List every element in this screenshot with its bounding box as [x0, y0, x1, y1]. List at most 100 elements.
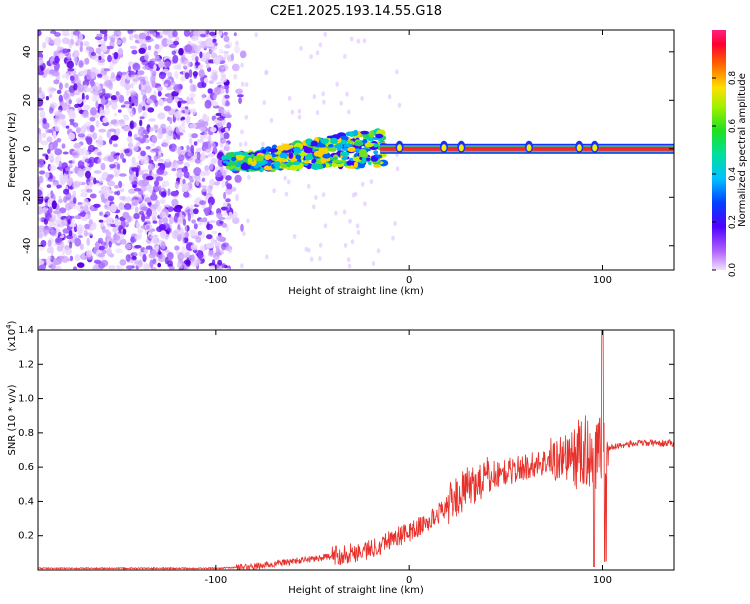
heatmap-noise-cell: [157, 262, 162, 268]
heatmap-signal-cell: [240, 152, 251, 156]
heatmap-noise-cell: [156, 168, 165, 175]
heatmap-noise-cell: [124, 83, 131, 90]
heatmap-noise-cell: [199, 126, 206, 132]
heatmap-noise-cell: [292, 234, 297, 239]
heatmap-noise-cell: [220, 137, 226, 144]
heatmap-noise-cell: [318, 256, 322, 262]
heatmap-noise-cell: [160, 123, 167, 129]
heatmap-noise-cell: [51, 71, 60, 77]
heatmap-noise-cell: [129, 122, 134, 129]
heatmap-signal-cell: [311, 163, 321, 170]
heatmap-noise-cell: [318, 42, 323, 48]
heatmap-signal-cell: [293, 146, 301, 153]
heatmap-noise-cell: [52, 140, 58, 150]
heatmap-noise-cell: [193, 223, 198, 230]
heatmap-signal-cell: [254, 154, 264, 162]
heatmap-noise-cell: [223, 50, 230, 54]
heatmap-noise-cell: [176, 169, 183, 178]
heatmap-noise-cell: [38, 57, 44, 66]
heatmap-noise-cell: [103, 34, 108, 42]
heatmap-noise-cell: [117, 31, 122, 36]
heatmap-noise-cell: [134, 206, 139, 213]
snr-plot: [38, 330, 674, 570]
heatmap-noise-cell: [38, 225, 45, 233]
heatmap-noise-cell: [114, 184, 120, 189]
heatmap-noise-cell: [218, 49, 224, 54]
heatmap-noise-cell: [391, 235, 395, 241]
heatmap-noise-cell: [188, 137, 193, 146]
heatmap-noise-cell: [51, 200, 57, 210]
colorbar-label: Normalized spectral amplitude: [737, 73, 748, 227]
heatmap-noise-cell: [222, 212, 229, 216]
heatmap-noise-cell: [142, 106, 146, 111]
heatmap-noise-cell: [183, 30, 191, 37]
heatmap-noise-cell: [129, 90, 137, 95]
heatmap-noise-cell: [151, 135, 158, 144]
heatmap-noise-cell: [286, 179, 291, 185]
heatmap-noise-cell: [178, 47, 184, 56]
heatmap-noise-cell: [143, 30, 149, 33]
heatmap-noise-cell: [57, 223, 61, 228]
heatmap-noise-cell: [188, 69, 193, 78]
heatmap-noise-cell: [211, 142, 216, 149]
heatmap-noise-cell: [62, 48, 69, 54]
heatmap-noise-cell: [206, 234, 213, 240]
heatmap-noise-cell: [72, 122, 79, 128]
heatmap-noise-cell: [117, 48, 124, 56]
heatmap-noise-cell: [62, 151, 69, 155]
heatmap-noise-cell: [151, 143, 155, 147]
heatmap-noise-cell: [50, 190, 54, 199]
heatmap-noise-cell: [139, 119, 143, 127]
heatmap-noise-cell: [58, 160, 63, 170]
heatmap-noise-cell: [124, 243, 132, 250]
heatmap-noise-cell: [106, 176, 111, 182]
heatmap-noise-cell: [89, 50, 93, 58]
heatmap-noise-cell: [197, 230, 202, 236]
heatmap-noise-cell: [208, 161, 214, 171]
heatmap-noise-cell: [210, 238, 216, 245]
heatmap-noise-cell: [142, 65, 149, 70]
heatmap-noise-cell: [185, 44, 193, 53]
heatmap-noise-cell: [231, 63, 240, 72]
heatmap-noise-cell: [96, 33, 103, 37]
heatmap-signal-cell: [289, 164, 299, 171]
heatmap-noise-cell: [175, 36, 180, 41]
heatmap-noise-cell: [234, 174, 242, 183]
heatmap-noise-cell: [172, 30, 178, 38]
heatmap-noise-cell: [67, 218, 71, 226]
heatmap-noise-cell: [199, 30, 207, 35]
heatmap-noise-cell: [225, 216, 232, 221]
heatmap-noise-cell: [75, 97, 83, 104]
snr-xtick-label: 100: [593, 575, 612, 586]
heatmap-noise-cell: [231, 186, 237, 192]
heatmap-noise-cell: [66, 60, 75, 69]
heatmap-noise-cell: [115, 248, 123, 254]
heatmap-noise-cell: [70, 38, 74, 45]
heatmap-noise-cell: [160, 241, 166, 250]
heatmap-noise-cell: [38, 216, 42, 222]
heatmap-noise-cell: [107, 265, 116, 270]
heatmap-noise-cell: [157, 162, 162, 167]
heatmap-noise-cell: [181, 167, 188, 173]
heatmap-noise-cell: [125, 265, 133, 270]
heatmap-noise-cell: [213, 87, 222, 96]
heatmap-noise-cell: [223, 31, 228, 36]
heatmap-noise-cell: [83, 123, 87, 131]
heatmap-noise-cell: [95, 56, 98, 63]
heatmap-noise-cell: [45, 154, 49, 161]
heatmap-noise-cell: [194, 35, 198, 41]
heatmap-noise-cell: [56, 184, 62, 189]
heatmap-noise-cell: [38, 189, 43, 197]
heatmap-noise-cell: [90, 51, 97, 57]
heatmap-noise-cell: [350, 239, 355, 245]
snr-ytick-label: 0.6: [18, 462, 34, 473]
heatmap-noise-cell: [47, 255, 52, 260]
heatmap-noise-cell: [133, 252, 138, 257]
heatmap-noise-cell: [220, 70, 225, 79]
heatmap-noise-cell: [221, 222, 228, 228]
heatmap-noise-cell: [264, 69, 269, 75]
heatmap-noise-cell: [347, 263, 352, 269]
heatmap-noise-cell: [84, 57, 90, 65]
heatmap-noise-cell: [134, 40, 140, 44]
heatmap-noise-cell: [90, 107, 97, 116]
